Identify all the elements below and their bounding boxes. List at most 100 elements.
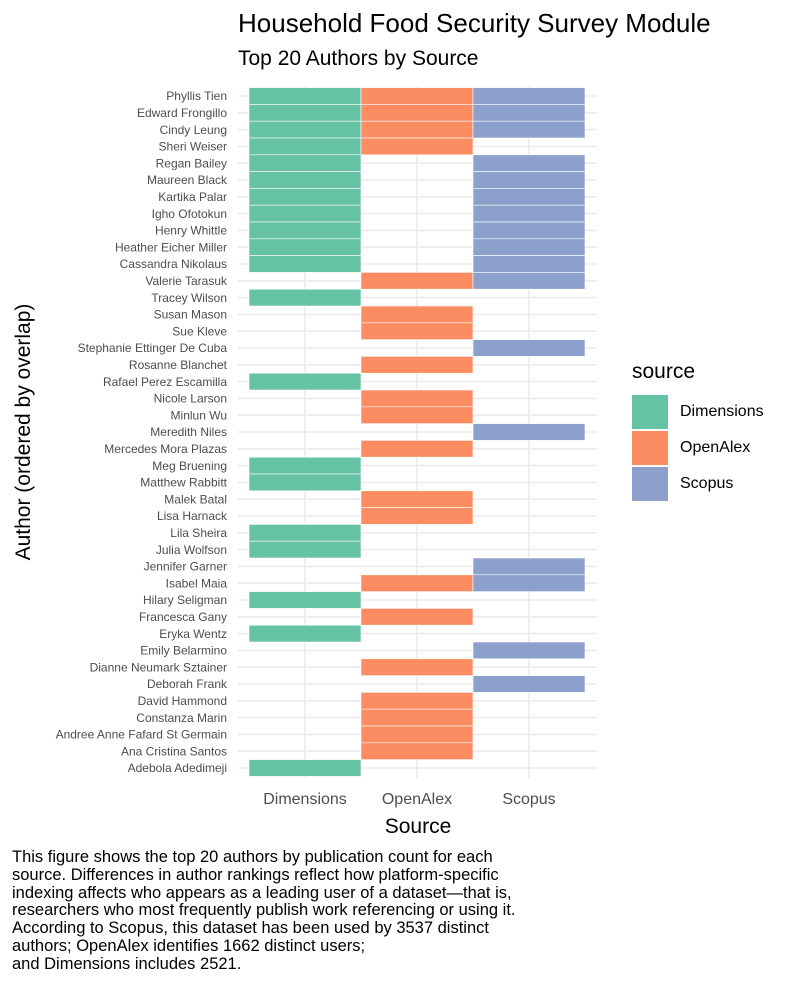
y-tick-meredith-niles: Meredith Niles: [150, 425, 227, 439]
y-tick-mercedes-mora-plazas: Mercedes Mora Plazas: [104, 442, 227, 456]
tile-mercedes-mora-plazas-openalex: [360, 440, 474, 458]
tile-francesca-gany-openalex: [360, 608, 474, 626]
tile-david-hammond-openalex: [360, 692, 474, 710]
x-tick-dimensions: Dimensions: [263, 791, 347, 808]
caption-line: indexing affects who appears as a leadin…: [12, 883, 512, 902]
y-tick-isabel-maia: Isabel Maia: [166, 576, 228, 590]
tile-maureen-black-dimensions: [248, 171, 362, 189]
y-tick-phyllis-tien: Phyllis Tien: [166, 89, 227, 103]
tile-phyllis-tien-scopus: [472, 87, 586, 105]
tile-regan-bailey-dimensions: [248, 154, 362, 172]
y-axis-title: Author (ordered by overlap): [12, 304, 35, 561]
y-tick-constanza-marin: Constanza Marin: [136, 711, 227, 725]
tile-phyllis-tien-openalex: [360, 87, 474, 105]
tile-tracey-wilson-dimensions: [248, 288, 362, 307]
y-tick-valerie-tarasuk: Valerie Tarasuk: [145, 274, 228, 288]
tile-kartika-palar-scopus: [472, 188, 586, 206]
author-source-tile-chart: Phyllis Tien Edward Frongillo Cindy Leung S…: [12, 85, 597, 838]
y-tick-deborah-frank: Deborah Frank: [147, 677, 228, 691]
caption-line: source. Differences in author rankings r…: [12, 865, 499, 884]
tile-cindy-leung-scopus: [472, 120, 586, 139]
tile-henry-whittle-scopus: [472, 221, 586, 240]
tile-hilary-seligman-dimensions: [248, 591, 362, 609]
y-tick-meg-bruening: Meg Bruening: [152, 459, 227, 473]
tile-maureen-black-scopus: [472, 171, 586, 189]
tile-edward-frongillo-scopus: [472, 104, 586, 122]
y-tick-david-hammond: David Hammond: [138, 694, 227, 708]
tile-ana-cristina-santos-openalex: [360, 742, 474, 760]
legend-title: source: [632, 360, 696, 383]
tile-edward-frongillo-dimensions: [248, 104, 362, 122]
caption-line: researchers who most frequently publish …: [12, 901, 516, 920]
tile-constanza-marin-openalex: [360, 708, 474, 727]
tile-adebola-adedimeji-dimensions: [248, 759, 362, 777]
legend: source Dimensions OpenAlex Scopus: [632, 360, 764, 502]
y-tick-tracey-wilson: Tracey Wilson: [151, 291, 227, 305]
y-tick-kartika-palar: Kartika Palar: [158, 190, 227, 204]
tile-meredith-niles-scopus: [472, 423, 586, 441]
tile-sheri-weiser-dimensions: [248, 137, 362, 156]
tile-rosanne-blanchet-openalex: [360, 356, 474, 374]
y-tick-malek-batal: Malek Batal: [164, 492, 227, 506]
caption-line: and Dimensions includes 2521.: [12, 954, 242, 973]
y-tick-emily-belarmino: Emily Belarmino: [140, 644, 227, 658]
y-tick-edward-frongillo: Edward Frongillo: [137, 106, 227, 120]
y-tick-cindy-leung: Cindy Leung: [160, 123, 227, 137]
tile-matthew-rabbitt-dimensions: [248, 473, 362, 492]
tile-deborah-frank-scopus: [472, 675, 586, 693]
tile-igho-ofotokun-dimensions: [248, 204, 362, 223]
tile-nicole-larson-openalex: [360, 389, 474, 408]
tile-valerie-tarasuk-scopus: [472, 272, 586, 290]
tile-regan-bailey-scopus: [472, 154, 586, 172]
y-tick-eryka-wentz: Eryka Wentz: [159, 627, 227, 641]
y-tick-francesca-gany: Francesca Gany: [139, 610, 227, 624]
tile-rafael-perez-escamilla-dimensions: [248, 372, 362, 391]
x-axis-title: Source: [385, 815, 452, 838]
caption-line: authors; OpenAlex identifies 1662 distin…: [12, 937, 366, 956]
y-tick-dianne-neumark-sztainer: Dianne Neumark Sztainer: [90, 660, 227, 674]
tile-phyllis-tien-dimensions: [248, 87, 362, 105]
caption-line: This figure shows the top 20 authors by …: [12, 848, 493, 866]
y-tick-igho-ofotokun: Igho Ofotokun: [152, 207, 227, 221]
y-tick-sheri-weiser: Sheri Weiser: [159, 140, 227, 154]
legend-label-openalex: OpenAlex: [680, 439, 751, 456]
y-tick-regan-bailey: Regan Bailey: [156, 156, 227, 170]
x-tick-labels: Dimensions OpenAlex Scopus: [263, 791, 555, 808]
y-tick-labels: Phyllis Tien Edward Frongillo Cindy Leung S…: [56, 89, 228, 775]
y-tick-julia-wolfson: Julia Wolfson: [156, 543, 227, 557]
y-tick-hilary-seligman: Hilary Seligman: [143, 593, 227, 607]
tile-dianne-neumark-sztainer-openalex: [360, 658, 474, 676]
legend-swatch-scopus: [632, 467, 668, 501]
tile-isabel-maia-scopus: [472, 574, 586, 592]
tile-isabel-maia-openalex: [360, 574, 474, 592]
tile-susan-mason-openalex: [360, 305, 474, 324]
tile-stephanie-ettinger-de-cuba-scopus: [472, 339, 586, 357]
tiles-layer: [248, 87, 586, 777]
legend-item-scopus: Scopus: [632, 466, 764, 502]
y-tick-sue-kleve: Sue Kleve: [172, 324, 227, 338]
tile-julia-wolfson-dimensions: [248, 540, 362, 559]
tile-heather-eicher-miller-dimensions: [248, 238, 362, 256]
y-tick-rosanne-blanchet: Rosanne Blanchet: [129, 358, 228, 372]
y-tick-stephanie-ettinger-de-cuba: Stephanie Ettinger De Cuba: [78, 341, 228, 355]
tile-edward-frongillo-openalex: [360, 104, 474, 122]
tile-eryka-wentz-dimensions: [248, 624, 362, 643]
legend-swatch-openalex: [632, 431, 668, 465]
x-tick-scopus: Scopus: [502, 791, 555, 808]
tile-sheri-weiser-openalex: [360, 137, 474, 156]
tile-minlun-wu-openalex: [360, 406, 474, 424]
tile-lisa-harnack-openalex: [360, 507, 474, 525]
y-tick-henry-whittle: Henry Whittle: [155, 224, 227, 238]
tile-cindy-leung-dimensions: [248, 120, 362, 139]
chart-subtitle: Top 20 Authors by Source: [238, 47, 479, 70]
legend-label-scopus: Scopus: [680, 475, 734, 492]
caption-line: According to Scopus, this dataset has be…: [12, 919, 489, 938]
y-tick-ana-cristina-santos: Ana Cristina Santos: [121, 744, 227, 758]
tile-henry-whittle-dimensions: [248, 221, 362, 240]
legend-label-dimensions: Dimensions: [680, 403, 764, 420]
tile-kartika-palar-dimensions: [248, 188, 362, 206]
tile-andree-anne-fafard-st-germain-openalex: [360, 725, 474, 744]
figure-caption: This figure shows the top 20 authors by …: [12, 848, 602, 974]
y-tick-andree-anne-fafard-st-germain: Andree Anne Fafard St Germain: [56, 728, 227, 742]
chart-title: Household Food Security Survey Module: [238, 8, 711, 38]
